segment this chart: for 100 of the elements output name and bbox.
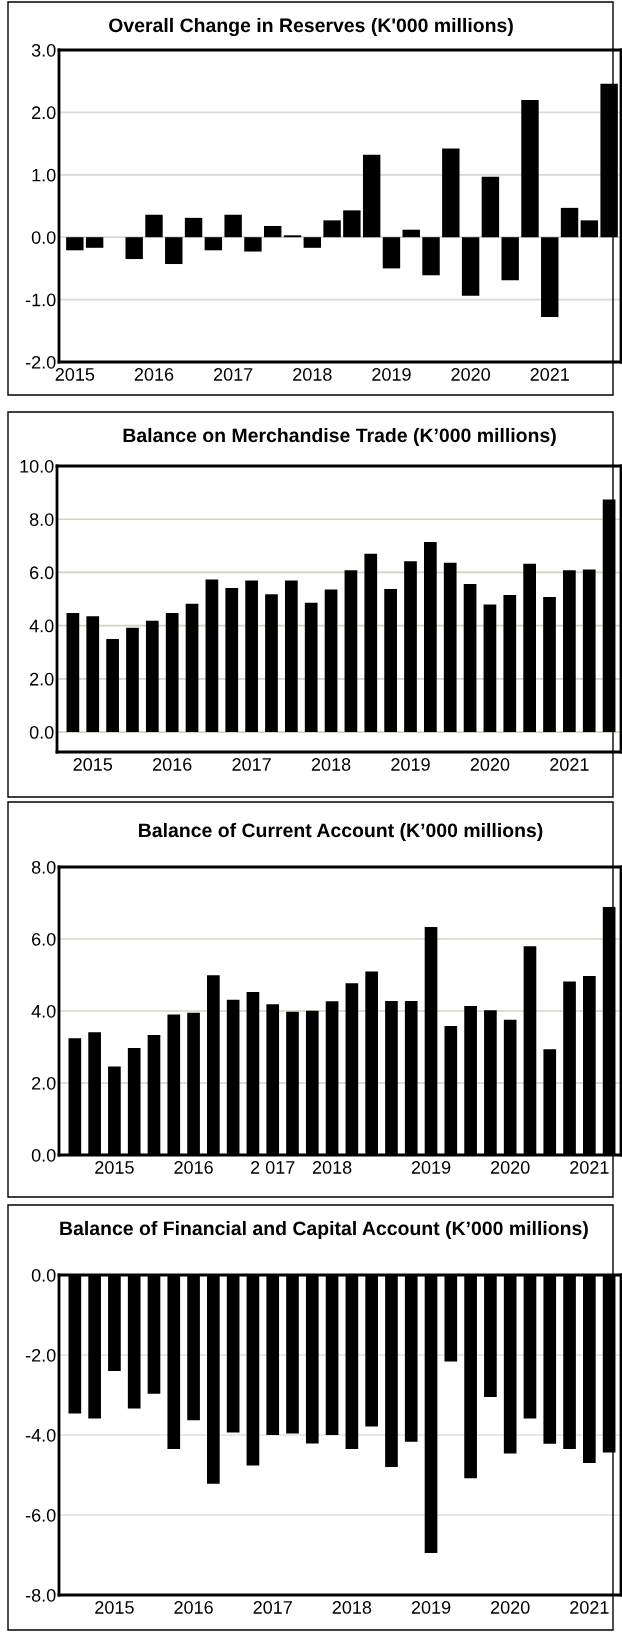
bar: [185, 603, 199, 733]
y-tick-label: 4.0: [29, 619, 54, 633]
bar: [580, 220, 599, 238]
bar: [224, 214, 242, 238]
bar: [85, 237, 104, 248]
bar: [106, 638, 119, 733]
x-tick-label: 2021: [530, 368, 569, 381]
x-tick-label: 2020: [491, 1601, 530, 1614]
x-tick-label: 2020: [451, 368, 490, 381]
y-tick-label: 8.0: [29, 513, 54, 526]
bar: [422, 237, 440, 276]
bar: [284, 580, 298, 733]
bar: [543, 596, 556, 733]
bar: [125, 237, 143, 260]
chart-title: Overall Change in Reserves (K'000 millions): [109, 17, 513, 37]
x-tick-label: 2021: [570, 1161, 609, 1174]
y-tick-label: -2.0: [25, 355, 56, 369]
bar: [165, 613, 179, 733]
x-tick-label: 2 017: [251, 1161, 295, 1174]
x-tick-label: 2019: [411, 1601, 451, 1614]
bar: [463, 584, 477, 733]
bar: [344, 570, 358, 733]
bar: [323, 220, 341, 238]
x-tick-label: 2017: [253, 1601, 292, 1614]
x-tick-label: 2021: [550, 758, 589, 771]
bar: [324, 589, 338, 733]
x-tick-label: 2016: [153, 758, 192, 771]
y-tick-label: 6.0: [30, 566, 54, 580]
y-tick-label: 1.0: [32, 168, 56, 182]
y-tick-label: -4.0: [25, 1428, 56, 1442]
bar: [225, 588, 239, 733]
bar: [304, 602, 318, 733]
bar: [503, 595, 517, 733]
bar: [442, 148, 460, 238]
y-tick-label: 2.0: [30, 672, 54, 686]
bar: [461, 237, 480, 296]
x-tick-label: 2020: [491, 1161, 530, 1174]
y-tick-label: 2.0: [32, 106, 56, 120]
y-tick-label: 0.0: [29, 725, 54, 739]
chart-title: Balance of Financial and Capital Account (K’000 millions): [60, 1220, 588, 1240]
bar: [343, 210, 361, 238]
x-tick-label: 2015: [95, 1601, 134, 1614]
y-tick-label: -2.0: [25, 1348, 56, 1362]
bar: [501, 237, 519, 281]
chart-title: Balance on Merchandise Trade (K’000 millions): [123, 427, 556, 447]
bar: [523, 563, 536, 733]
x-tick-label: 2019: [372, 368, 411, 381]
bar: [563, 570, 576, 733]
x-tick-label: 2018: [332, 1601, 372, 1614]
bar: [264, 225, 282, 238]
bar: [205, 579, 219, 733]
y-tick-label: 0.0: [31, 231, 56, 244]
bar: [364, 553, 378, 733]
bar: [402, 229, 420, 238]
chart-title: Balance of Current Account (K’000 millions): [139, 822, 543, 842]
bar: [404, 561, 417, 733]
bar: [424, 542, 437, 733]
bar: [521, 99, 539, 238]
y-tick-label: 2.0: [32, 1076, 56, 1090]
x-tick-label: 2015: [95, 1161, 134, 1174]
bar: [582, 569, 596, 733]
y-tick-label: -8.0: [25, 1588, 56, 1602]
bar: [265, 594, 278, 733]
y-tick-label: 0.0: [31, 1268, 56, 1282]
x-tick-label: 2016: [174, 1601, 213, 1614]
bar: [86, 616, 100, 733]
bar: [245, 580, 258, 733]
y-tick-label: 0.0: [31, 1148, 56, 1162]
x-tick-label: 2016: [134, 368, 174, 381]
bar: [66, 237, 84, 251]
x-tick-label: 2018: [312, 1161, 352, 1174]
bar: [443, 562, 457, 733]
x-tick-label: 2019: [391, 758, 430, 771]
bar: [303, 237, 321, 248]
x-tick-label: 2020: [470, 758, 510, 771]
bar: [145, 214, 163, 238]
x-tick-label: 2018: [311, 758, 351, 771]
bar: [204, 237, 223, 251]
bar: [126, 627, 139, 733]
x-tick-label: 2015: [55, 368, 95, 381]
y-tick-label: 8.0: [31, 860, 56, 874]
x-tick-label: 2016: [174, 1161, 213, 1174]
bar: [481, 176, 500, 238]
x-tick-label: 2017: [213, 368, 253, 381]
y-tick-label: 10.0: [20, 459, 54, 473]
bar: [165, 237, 183, 265]
bar: [541, 237, 559, 318]
bar: [145, 620, 159, 733]
bar: [66, 613, 80, 733]
y-tick-label: -6.0: [25, 1508, 56, 1522]
bar: [362, 154, 381, 238]
bar: [384, 588, 397, 733]
y-tick-label: 6.0: [32, 932, 56, 946]
bar: [244, 237, 262, 252]
x-tick-label: 2017: [232, 758, 271, 771]
x-tick-label: 2018: [293, 368, 332, 381]
y-tick-label: 3.0: [31, 43, 56, 57]
bar: [560, 207, 579, 238]
y-tick-label: -1.0: [25, 293, 56, 307]
bar: [483, 604, 497, 733]
